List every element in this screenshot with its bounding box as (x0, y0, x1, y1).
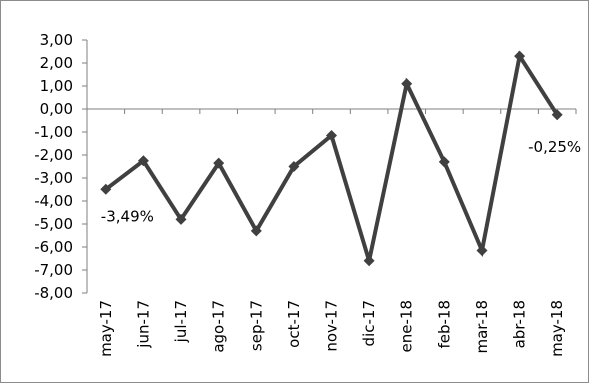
data-point (288, 161, 300, 172)
x-tick-label: may-17 (97, 300, 115, 357)
y-tick-label: -5,00 (34, 215, 73, 233)
y-tick-label: -1,00 (34, 123, 73, 141)
x-tick-label: nov-17 (323, 300, 341, 352)
x-tick-label: sep-17 (247, 300, 265, 351)
y-tick-label: -4,00 (34, 192, 73, 210)
y-tick-label: 3,00 (40, 31, 73, 49)
x-tick-label: jun-17 (134, 300, 152, 349)
x-tick-label: feb-18 (435, 300, 453, 349)
data-point (100, 183, 112, 195)
data-point (326, 130, 337, 141)
x-tick-label: may-18 (548, 300, 566, 357)
series-group (100, 50, 563, 267)
y-tick-label: 1,00 (40, 77, 73, 95)
y-axis-ticks: 3,00 2,00 1,00 0,00 -1,00 -2,00 -3,00 -4,00 -5,0… (34, 31, 87, 302)
x-axis-ticks: may-17 jun-17 jul-17 ago-17 sep-17 oct-17 nov-… (86, 109, 577, 357)
data-point (363, 255, 375, 267)
x-tick-label: oct-17 (285, 300, 303, 348)
data-point (551, 109, 563, 121)
x-tick-label: dic-17 (360, 300, 378, 346)
data-point (137, 155, 149, 167)
y-tick-label: -8,00 (34, 284, 73, 302)
x-tick-label: abr-18 (511, 300, 529, 348)
data-point (175, 213, 187, 225)
y-tick-label: -6,00 (34, 238, 73, 256)
y-tick-label: -7,00 (34, 261, 73, 279)
x-tick-label: jul-17 (172, 300, 190, 343)
annotations: -3,49% -0,25% (101, 138, 581, 226)
y-tick-label: -3,00 (34, 169, 73, 187)
data-point (250, 225, 262, 237)
axes (86, 40, 576, 293)
y-tick-label: 2,00 (40, 54, 73, 72)
data-point (514, 50, 526, 62)
y-tick-label: 0,00 (40, 100, 73, 118)
data-label: -3,49% (101, 207, 154, 225)
data-point (438, 156, 450, 168)
x-tick-label: mar-18 (473, 300, 491, 354)
x-tick-label: ago-17 (210, 300, 228, 353)
series-line (104, 50, 559, 262)
data-point (476, 245, 488, 256)
data-point (213, 157, 225, 169)
x-tick-label: ene-18 (398, 300, 416, 352)
y-tick-label: -2,00 (34, 146, 73, 164)
data-point (401, 78, 413, 90)
data-label: -0,25% (528, 138, 581, 156)
